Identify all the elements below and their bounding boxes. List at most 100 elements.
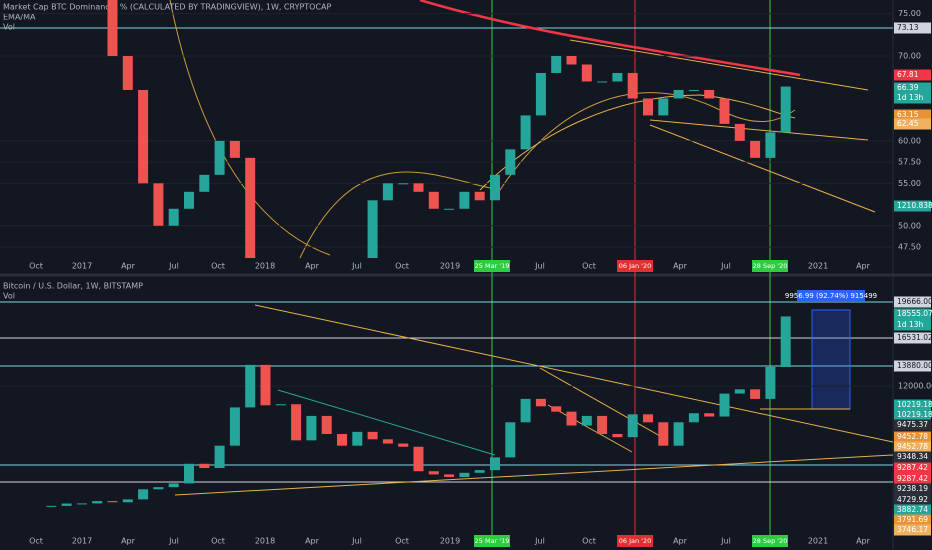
badge-label: 9348.34 [897, 452, 928, 461]
candle [551, 406, 562, 412]
drawings [169, 0, 894, 496]
badge-label: 4729.92 [897, 495, 928, 504]
candle [229, 140, 240, 158]
x-axis-label: Apr [856, 262, 871, 271]
badge-bg [894, 200, 931, 212]
badge-bg [894, 118, 931, 130]
candle [245, 157, 256, 258]
candle [444, 208, 455, 210]
panel-title: Bitcoin / U.S. Dollar, 1W, BITSTAMP [3, 282, 143, 291]
measure-label: 9956.99 (92.74%) 915499 [785, 292, 877, 300]
badge-bg [894, 109, 931, 121]
price-badge: 1210.838 [894, 200, 932, 212]
candle [780, 86, 791, 133]
x-axis-label: Apr [856, 537, 871, 546]
candle [76, 503, 87, 505]
badge-label: 9287.42 [897, 463, 928, 472]
candle [520, 115, 531, 150]
badge-bg [894, 82, 931, 94]
badge-label: 3882.74 [897, 505, 928, 514]
y-tick-label: 55.00 [898, 179, 921, 188]
badge-label: 10219.18 [897, 410, 932, 419]
price-badge: 9452.78 [894, 441, 931, 453]
badge-label: 3791.69 [897, 515, 928, 524]
candle [138, 489, 149, 500]
price-badge: 9452.78 [894, 431, 931, 443]
badge-bg [894, 69, 931, 81]
y-tick-label: 70.00 [898, 52, 921, 61]
x-axis-label: Oct [211, 537, 225, 546]
price-badge: 9348.34 [894, 451, 931, 463]
candle [490, 457, 500, 471]
price-badge: 62.45 [894, 118, 931, 130]
candle [199, 174, 210, 192]
x-axis-label: Jul [168, 537, 179, 546]
candle [46, 505, 57, 507]
candle [643, 98, 653, 116]
candle [229, 407, 240, 446]
price-badge: 9475.37 [894, 419, 931, 431]
x-axis-label: Oct [211, 262, 225, 271]
price-badge: 19666.00 [894, 296, 932, 308]
price-badge: 3746.17 [894, 524, 931, 536]
candle [122, 499, 133, 503]
badge-bg [894, 431, 931, 443]
x-axis-label: 2017 [72, 537, 92, 546]
badge-bg [894, 399, 931, 411]
candle [597, 415, 608, 434]
x-axis-label: 2021 [808, 262, 828, 271]
y-tick-label: 47.50 [898, 242, 921, 251]
candle [581, 64, 592, 82]
x-axis-label: Apr [673, 262, 688, 271]
candle [428, 191, 439, 209]
candles [46, 316, 791, 507]
x-axis-label: Jul [534, 537, 545, 546]
candle [275, 404, 286, 406]
x-axis-label: Oct [395, 537, 409, 546]
candle [535, 398, 546, 407]
candle [168, 483, 179, 488]
x-axis-label: Jul [168, 262, 179, 271]
candle [734, 123, 745, 141]
x-axis-label: Jul [351, 537, 362, 546]
candle [750, 140, 761, 158]
x-axis-label: Jul [720, 262, 731, 271]
x-axis-label: 06 Jan '20 [619, 262, 651, 270]
badge-label: 10219.18 [897, 400, 932, 409]
candle [260, 364, 271, 406]
x-axis-label: 2018 [255, 262, 275, 271]
badge-label: 9452.78 [897, 432, 928, 441]
candle [138, 89, 149, 184]
badge-bg [894, 308, 931, 320]
price-badge: 13880.00 [894, 360, 932, 372]
candle [352, 431, 363, 446]
candle [474, 470, 485, 473]
candle [382, 183, 393, 201]
candle [581, 415, 592, 426]
badge-label: 1210.838 [897, 201, 932, 210]
price-badge: 3882.74 [894, 504, 931, 516]
x-axis-label: 28 Sep '20 [753, 262, 788, 270]
x-axis-label: Oct [582, 262, 596, 271]
badge-bg [894, 409, 931, 421]
candle [719, 393, 730, 417]
candle [551, 56, 562, 73]
x-axis-label: 2019 [440, 537, 460, 546]
candle [490, 174, 500, 201]
price-badge: 10219.18 [894, 409, 932, 421]
x-axis-label: 2017 [72, 262, 92, 271]
badge-bg [894, 92, 931, 104]
x-axis-label: Oct [29, 537, 43, 546]
candle [688, 89, 699, 91]
badge-label: 19666.00 [897, 297, 932, 306]
x-axis-label: Jul [720, 537, 731, 546]
candle [291, 404, 302, 441]
badge-bg [894, 483, 931, 495]
legend: EMA/MA [3, 13, 36, 22]
legend: Vol [3, 23, 15, 32]
candle [107, 0, 118, 57]
candle [643, 414, 653, 423]
candle [597, 81, 608, 83]
badge-bg [894, 296, 931, 308]
x-axis-label: 2019 [440, 262, 460, 271]
